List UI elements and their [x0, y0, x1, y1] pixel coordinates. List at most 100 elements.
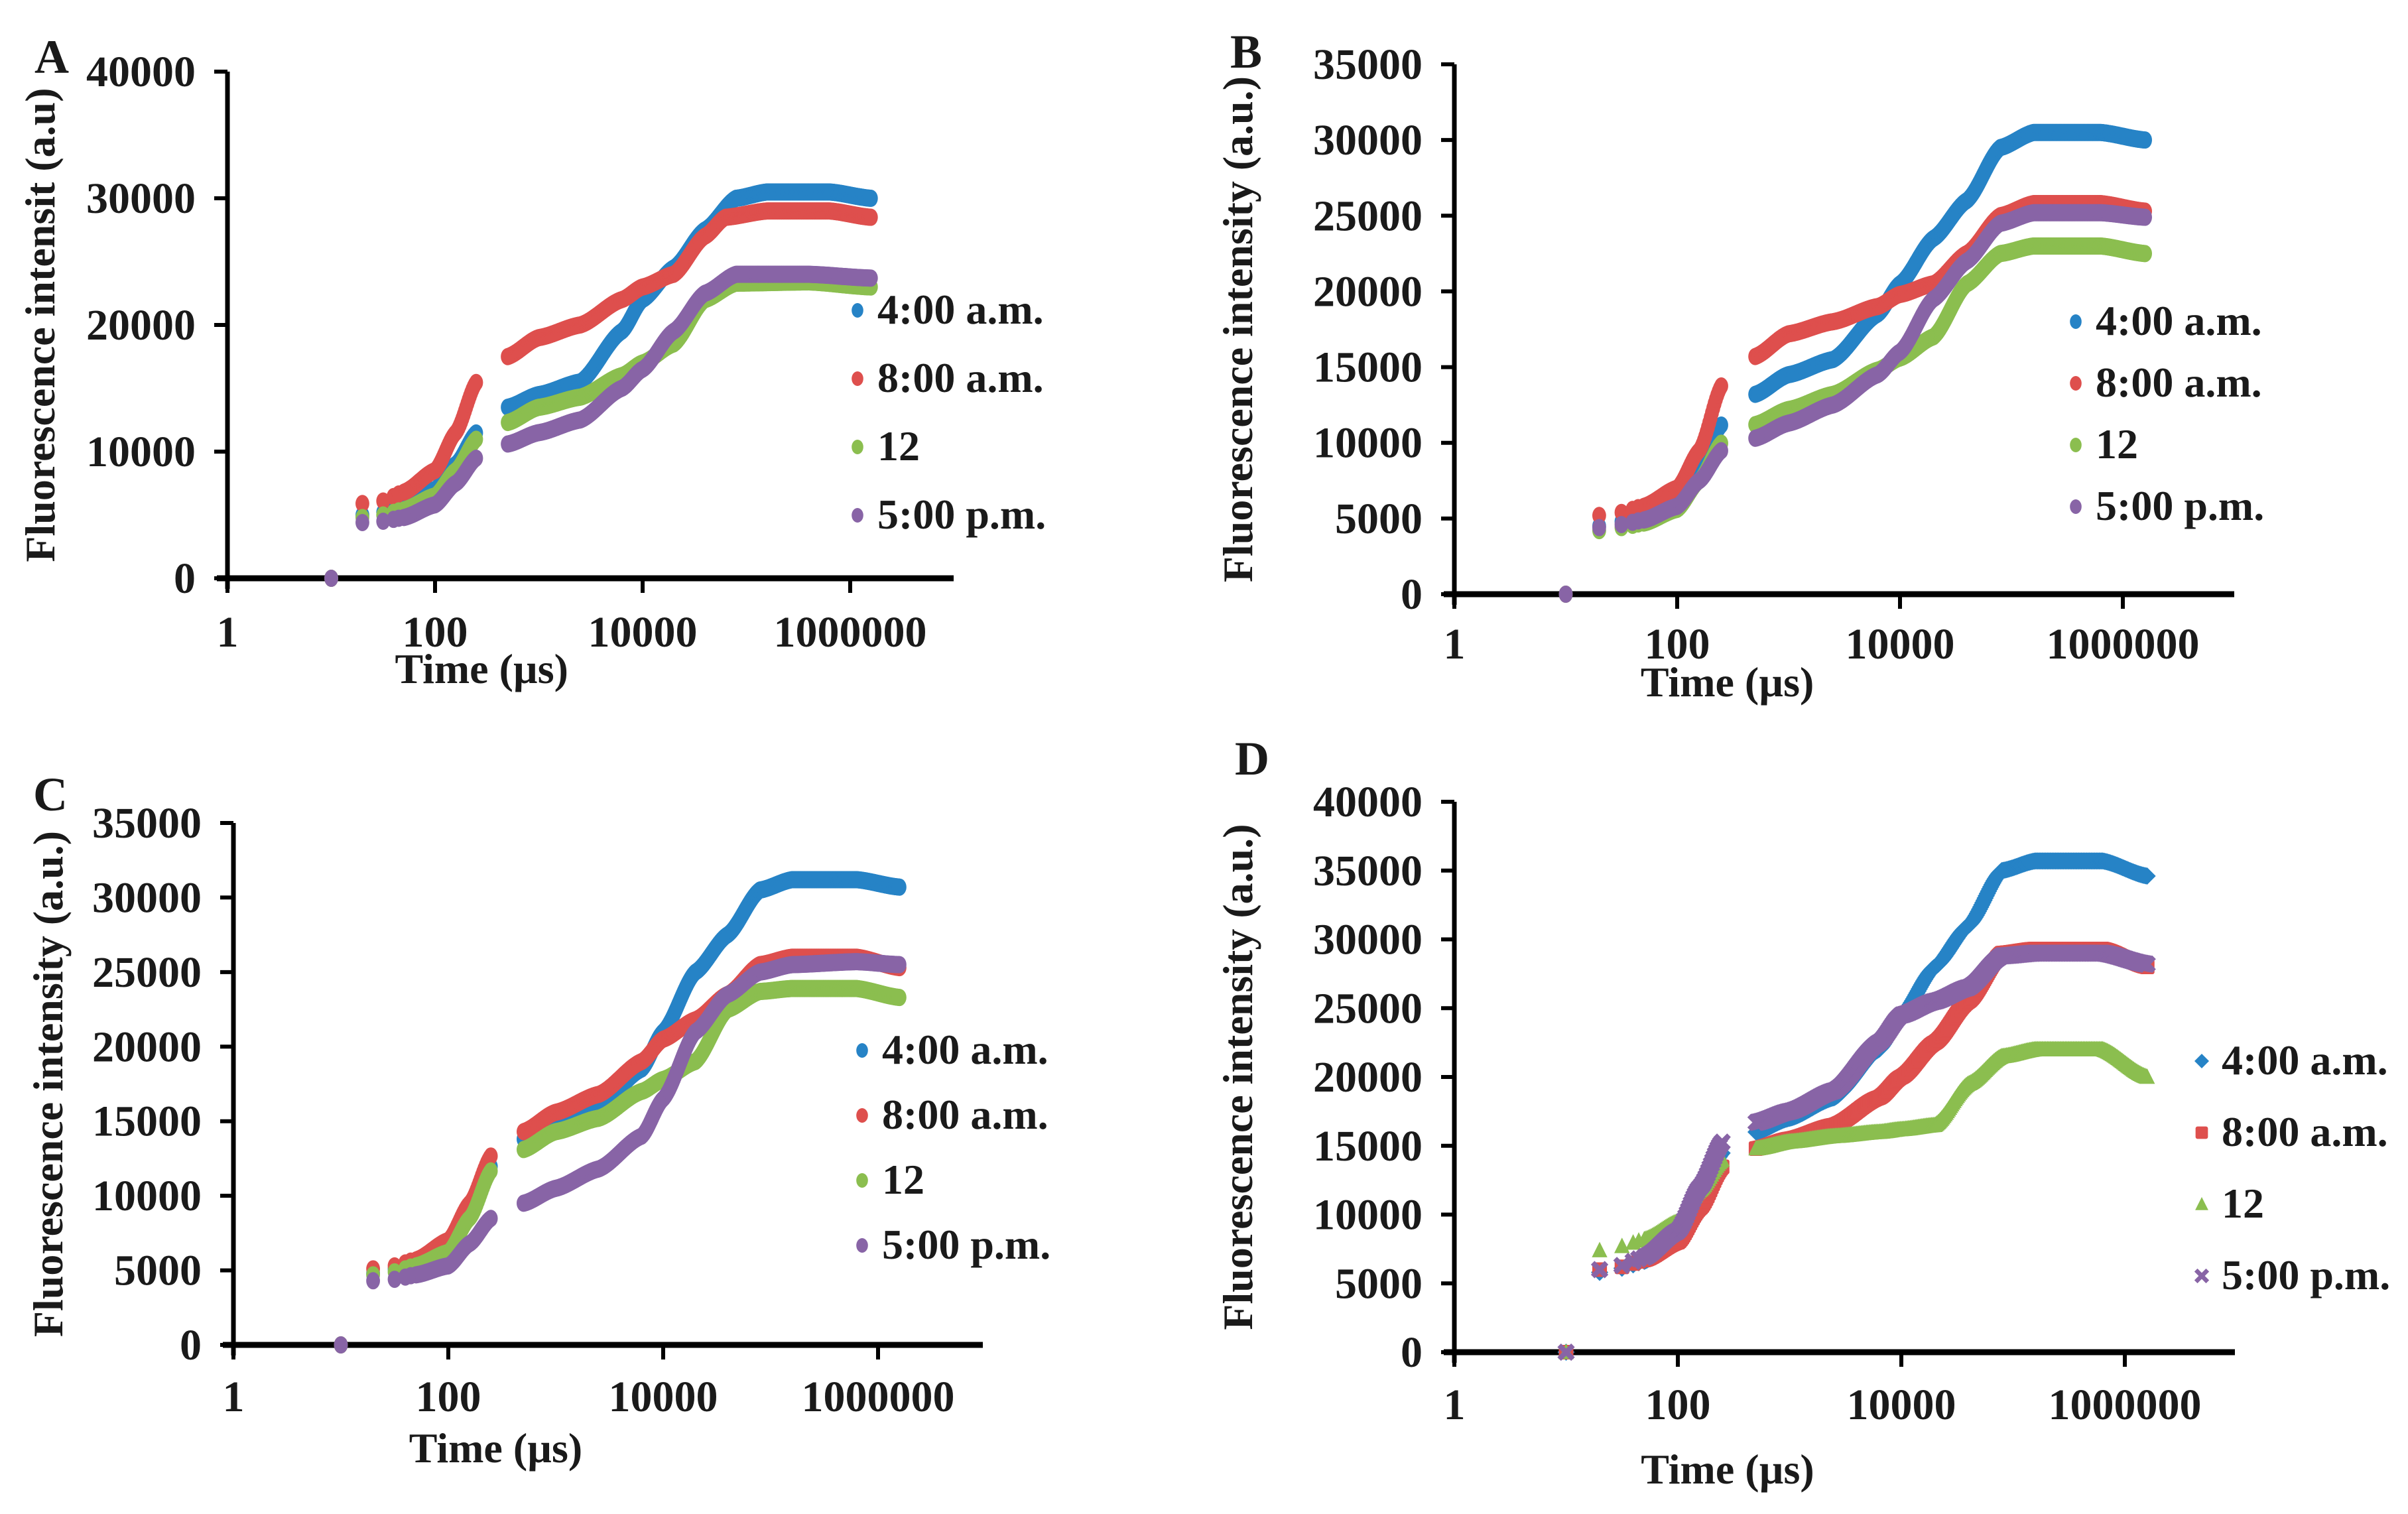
x-axis-title: Time (µs) [1641, 659, 1814, 706]
legend-item: 12 [2070, 420, 2138, 468]
x-tick-label: 1000000 [774, 608, 927, 657]
data-point [1714, 442, 1728, 460]
legend-item: 4:00 a.m. [852, 286, 1044, 333]
series-8-00-a-m- [324, 202, 878, 587]
data-point [2138, 245, 2153, 263]
legend-label: 8:00 a.m. [2096, 359, 2262, 406]
legend-item: 8:00 a.m. [852, 354, 1044, 401]
legend-label: 5:00 p.m. [877, 491, 1046, 538]
y-tick-label: 0 [174, 554, 196, 603]
panel-b: B 0 5000 10000 15000 20000 25000 30000 35000 1 100… [1214, 25, 2264, 706]
legend-label: 4:00 a.m. [877, 286, 1044, 333]
legend-label: 4:00 a.m. [2096, 297, 2262, 344]
legend-item: 8:00 a.m. [2070, 359, 2262, 406]
y-tick-label: 40000 [86, 48, 196, 96]
data-point [1592, 519, 1606, 536]
y-tick-label: 0 [1401, 570, 1423, 619]
data-point [483, 1210, 498, 1228]
legend-item: 5:00 p.m. [852, 491, 1046, 538]
y-tick-label: 10000 [1313, 419, 1423, 468]
y-tick-label: 0 [180, 1321, 202, 1369]
x-tick-label: 10000 [1846, 620, 1955, 668]
x-tick-label: 10000 [609, 1373, 718, 1421]
data-point [893, 989, 907, 1007]
data-point [376, 513, 391, 531]
x-tick-label: 1 [223, 1373, 245, 1421]
legend-marker [852, 508, 863, 523]
data-point [334, 1336, 348, 1354]
data-point [376, 492, 391, 510]
data-point [2138, 208, 2153, 226]
panel-letter: A [34, 31, 69, 84]
y-tick-label: 30000 [86, 174, 196, 223]
data-point [1558, 586, 1573, 603]
legend-marker [2070, 376, 2082, 391]
x-tick-label: 100 [416, 1373, 481, 1421]
data-point [893, 878, 907, 896]
x-axis-title: Time (µs) [395, 645, 568, 692]
y-tick-label: 15000 [92, 1098, 202, 1146]
legend-marker [2070, 314, 2082, 329]
panel-c: C 0 5000 10000 15000 20000 25000 30000 35000 1 100… [25, 768, 1050, 1472]
panel-letter: B [1230, 25, 1262, 78]
y-tick-label: 35000 [92, 799, 202, 848]
y-tick-label: 20000 [92, 1023, 202, 1071]
data-point [469, 449, 483, 467]
panel-letter: C [33, 768, 68, 821]
y-tick-label: 25000 [1313, 192, 1423, 240]
data-point [863, 190, 878, 207]
x-tick-label: 1000000 [802, 1373, 955, 1421]
data-point [469, 373, 483, 391]
data-point [469, 430, 483, 448]
y-tick-label: 35000 [1313, 40, 1423, 89]
legend-label: 12 [2096, 420, 2138, 468]
legend-marker [2070, 499, 2082, 514]
legend-label: 5:00 p.m. [2096, 482, 2264, 529]
x-tick-label: 1 [1444, 620, 1466, 668]
y-tick-label: 25000 [92, 948, 202, 997]
y-tick-label: 20000 [86, 301, 196, 349]
x-tick-label: 1 [217, 608, 239, 657]
data-point [483, 1162, 498, 1180]
x-tick-label: 10000 [588, 608, 698, 657]
y-tick-label: 5000 [1335, 495, 1423, 543]
data-point [366, 1272, 380, 1290]
panel-a: A 0 10000 20000 30000 40000 1 100 10000 1000000 Ti… [17, 31, 1046, 692]
y-axis-title: Fluorescence intensit (a.u) [17, 88, 64, 562]
data-point [863, 269, 878, 287]
legend-item: 4:00 a.m. [2070, 297, 2262, 344]
y-tick-label: 30000 [92, 873, 202, 922]
legend-marker [852, 303, 863, 318]
series-12 [334, 979, 907, 1354]
series-5-00-p-m- [334, 953, 907, 1354]
data-point [355, 513, 369, 531]
y-axis-title: Fluorescence intensity (a.u.) [1214, 76, 1261, 582]
series-12 [1558, 237, 2153, 603]
legend-marker [852, 371, 863, 386]
y-tick-label: 10000 [92, 1172, 202, 1220]
x-tick-label: 100 [403, 608, 468, 657]
legend-label: 8:00 a.m. [877, 354, 1044, 401]
y-axis-title: Fluorescence intensity (a.u.) [25, 831, 72, 1337]
data-point [1714, 377, 1728, 395]
legend-marker [852, 440, 863, 454]
data-point [355, 495, 369, 513]
y-tick-label: 5000 [114, 1247, 202, 1295]
y-tick-label: 10000 [86, 428, 196, 476]
data-point [2138, 131, 2153, 149]
x-tick-label: 1000000 [2047, 620, 2200, 668]
data-point [324, 570, 338, 587]
y-tick-label: 20000 [1313, 267, 1423, 316]
y-tick-label: 15000 [1313, 344, 1423, 392]
y-tick-label: 30000 [1313, 116, 1423, 164]
series-5-00-p-m- [324, 265, 878, 587]
legend-label: 12 [877, 422, 920, 470]
data-point [863, 208, 878, 226]
series-5-00-p-m- [1558, 204, 2153, 603]
data-point [483, 1147, 498, 1165]
legend-item: 5:00 p.m. [2070, 482, 2264, 529]
x-axis-title: Time (µs) [409, 1424, 582, 1472]
legend-marker [2070, 438, 2082, 452]
legend-item: 12 [852, 422, 920, 470]
